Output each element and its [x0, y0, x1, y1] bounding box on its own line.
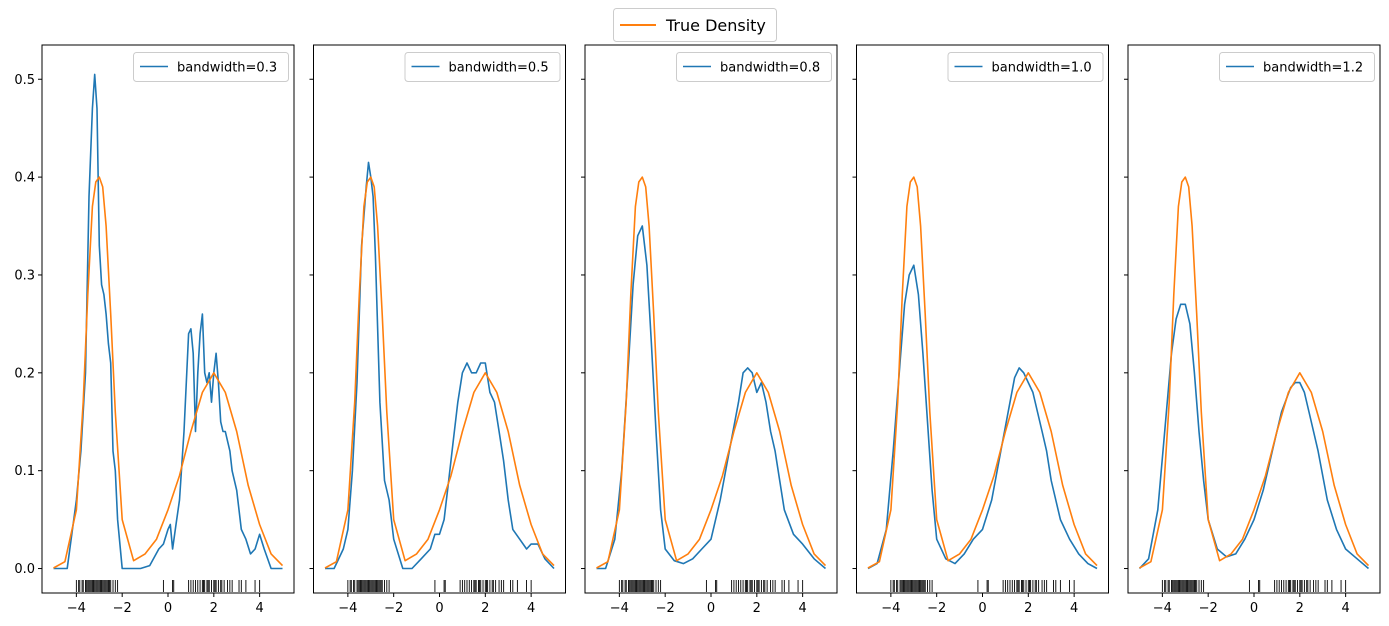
subplot-3: −4 −2 0 2 4 bandwidth=0.8: [581, 44, 838, 616]
panel-legend-label: bandwidth=0.8: [720, 61, 820, 76]
kde-estimate-line: [53, 73, 283, 570]
x-tick-label: −2: [927, 601, 946, 616]
x-tick-label: 0: [1250, 601, 1258, 616]
x-tick-label: −2: [113, 601, 132, 616]
x-tick-label: −4: [67, 601, 86, 616]
panel-legend: bandwidth=0.5: [404, 52, 561, 82]
panel-legend: bandwidth=1.2: [1219, 52, 1375, 82]
x-tick-label: 0: [164, 601, 172, 616]
true-density-line: [1139, 176, 1370, 569]
y-tick-label: 0.5: [14, 73, 35, 88]
axes-frame: [856, 44, 1109, 594]
panel-legend: bandwidth=1.0: [947, 52, 1104, 82]
panel-legend-frame: [1219, 52, 1375, 82]
x-tick-label: 2: [210, 601, 218, 616]
x-tick-label: −2: [1199, 601, 1218, 616]
subplot-panels: 0.0 0.1 0.2 0.3 0.4 0.5 −4 −2 0 2 4 bandwidth=0.3 −4…: [14, 44, 1381, 616]
true-density-line: [596, 176, 827, 569]
true-density-line: [867, 176, 1098, 569]
x-tick-label: 4: [798, 601, 806, 616]
figure-legend: True Density: [613, 8, 777, 42]
axes-frame: [41, 44, 295, 594]
x-tick-label: −2: [384, 601, 403, 616]
panel-legend-frame: [947, 52, 1104, 82]
panel-legend-label: bandwidth=0.3: [177, 61, 277, 76]
x-tick-label: 0: [435, 601, 443, 616]
x-tick-label: 2: [1024, 601, 1032, 616]
panel-legend-frame: [404, 52, 561, 82]
panel-legend-frame: [133, 52, 289, 82]
panel-legend: bandwidth=0.3: [133, 52, 289, 82]
kde-estimate-line: [867, 264, 1098, 570]
kde-estimate-line: [1138, 303, 1370, 570]
panel-legend-label: bandwidth=1.0: [992, 61, 1092, 76]
true-density-line: [53, 176, 284, 569]
x-tick-label: 2: [481, 601, 489, 616]
x-tick-label: 2: [1296, 601, 1304, 616]
figure-legend-frame: [613, 8, 777, 42]
x-tick-label: 0: [978, 601, 986, 616]
subplot-4: −4 −2 0 2 4 bandwidth=1.0: [852, 44, 1109, 616]
x-tick-label: −4: [338, 601, 357, 616]
x-tick-label: 2: [753, 601, 761, 616]
kde-estimate-line: [596, 225, 827, 570]
x-tick-label: 0: [707, 601, 715, 616]
y-tick-label: 0.1: [14, 464, 35, 479]
x-tick-label: 4: [255, 601, 263, 616]
x-tick-label: 4: [1341, 601, 1349, 616]
panel-legend-label: bandwidth=0.5: [449, 61, 549, 76]
panel-legend-frame: [676, 52, 832, 82]
y-tick-label: 0.4: [14, 171, 35, 186]
subplot-2: −4 −2 0 2 4 bandwidth=0.5: [309, 44, 566, 616]
y-tick-label: 0.0: [14, 562, 35, 577]
panel-legend-label: bandwidth=1.2: [1263, 61, 1363, 76]
axes-frame: [584, 44, 838, 594]
figure-legend-label: True Density: [665, 16, 766, 35]
subplot-5: −4 −2 0 2 4 bandwidth=1.2: [1124, 44, 1381, 616]
true-density-line: [324, 176, 555, 569]
x-tick-label: 4: [527, 601, 535, 616]
x-tick-label: 4: [1070, 601, 1078, 616]
x-tick-label: −4: [881, 601, 900, 616]
x-tick-label: −4: [610, 601, 629, 616]
axes-frame: [1127, 44, 1381, 594]
axes-frame: [313, 44, 566, 594]
y-tick-label: 0.3: [14, 268, 35, 283]
panel-legend: bandwidth=0.8: [676, 52, 832, 82]
x-tick-label: −4: [1153, 601, 1172, 616]
y-tick-label: 0.2: [14, 366, 35, 381]
subplot-1: 0.0 0.1 0.2 0.3 0.4 0.5 −4 −2 0 2 4 bandwidth=0.3: [14, 44, 295, 616]
x-tick-label: −2: [656, 601, 675, 616]
